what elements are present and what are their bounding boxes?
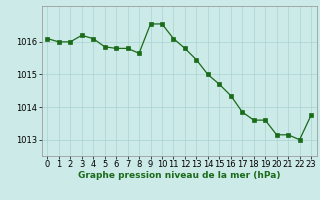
X-axis label: Graphe pression niveau de la mer (hPa): Graphe pression niveau de la mer (hPa) (78, 171, 280, 180)
